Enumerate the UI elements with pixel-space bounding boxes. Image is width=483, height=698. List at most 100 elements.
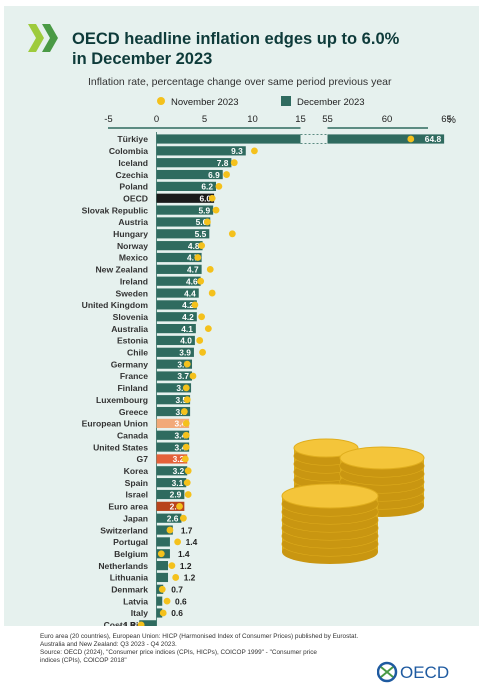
november-dot xyxy=(230,159,238,167)
chart-title-line2: in December 2023 xyxy=(72,50,212,68)
bar-december xyxy=(156,134,301,144)
november-dot xyxy=(251,147,258,155)
data-label: 6.2 xyxy=(201,182,213,192)
x-tick-label: 55 xyxy=(322,114,333,125)
november-dot xyxy=(183,360,191,368)
november-dot xyxy=(198,313,206,321)
bar-december xyxy=(156,359,193,369)
bar-december xyxy=(156,158,232,168)
bar-december xyxy=(156,276,201,286)
bar-december xyxy=(156,406,191,417)
category-label: France xyxy=(120,371,148,381)
category-label: Norway xyxy=(117,241,148,251)
category-label: Finland xyxy=(117,383,148,393)
data-label: 6.0 xyxy=(199,193,211,203)
data-label: 4.2 xyxy=(182,300,194,310)
bar-december xyxy=(156,193,215,203)
data-label: 3.4 xyxy=(174,442,186,452)
data-label: 3.2 xyxy=(173,454,185,464)
bar-december xyxy=(156,205,214,215)
data-label: 3.4 xyxy=(174,419,186,429)
data-label: 5.5 xyxy=(195,229,207,239)
november-dot xyxy=(204,325,212,332)
november-dot xyxy=(182,420,190,427)
data-label: 9.3 xyxy=(231,146,243,156)
november-dot xyxy=(182,384,190,392)
category-label: Latvia xyxy=(123,596,148,606)
x-tick-label: 5 xyxy=(202,114,207,125)
category-label: Slovenia xyxy=(113,312,149,322)
category-label: Japan xyxy=(123,513,148,523)
bar-december xyxy=(156,478,187,488)
category-label: New Zealand xyxy=(95,265,148,275)
infographic-card: OECD headline inflation edges up to 6.0%… xyxy=(4,6,479,632)
november-dot xyxy=(181,455,189,463)
november-dot xyxy=(158,585,166,593)
data-label: 7.8 xyxy=(217,158,229,168)
november-dot xyxy=(159,609,167,617)
legend-november-label: November 2023 xyxy=(171,97,239,108)
data-label: 3.7 xyxy=(177,359,189,369)
category-label: Euro area xyxy=(108,502,148,512)
data-label: 3.5 xyxy=(175,395,187,405)
data-label: 3.6 xyxy=(176,383,188,393)
category-label: Estonia xyxy=(117,336,148,346)
november-dot xyxy=(199,348,206,356)
category-label: Spain xyxy=(125,478,148,488)
data-label: 6.9 xyxy=(208,170,220,180)
november-dot xyxy=(228,230,236,238)
data-label: 4.6 xyxy=(186,276,198,286)
bar-december xyxy=(156,252,202,263)
coin-back-right-face xyxy=(339,446,425,470)
category-label: Luxembourg xyxy=(96,395,148,405)
data-label: 3.7 xyxy=(177,371,189,381)
x-tick-label: -5 xyxy=(104,114,112,125)
data-label: 2.9 xyxy=(170,502,182,512)
data-label: 4.0 xyxy=(180,336,192,346)
x-tick-label: 65 xyxy=(441,114,452,125)
november-dot xyxy=(203,218,211,226)
category-label: Czechia xyxy=(116,170,149,180)
november-dot xyxy=(196,337,204,344)
category-label: Canada xyxy=(117,430,148,440)
bar-december xyxy=(156,596,163,606)
bar-december xyxy=(156,324,196,334)
category-label: Denmark xyxy=(111,585,148,595)
data-label: 2.6 xyxy=(167,513,179,523)
data-label: 5.9 xyxy=(198,205,210,215)
category-label: G7 xyxy=(137,454,149,464)
x-tick-label: 0 xyxy=(154,114,159,125)
bar-december xyxy=(156,466,188,476)
category-label: Austria xyxy=(118,217,148,227)
data-label: 4.8 xyxy=(188,241,200,251)
category-label: Iceland xyxy=(118,158,148,168)
november-dot xyxy=(184,467,192,475)
bar-december xyxy=(156,418,190,428)
bar-december-continued xyxy=(327,134,445,144)
category-label: Türkiye xyxy=(117,134,148,144)
bar-december xyxy=(156,454,188,464)
category-label: Lithuania xyxy=(110,573,148,583)
x-axis-unit: % xyxy=(447,115,456,126)
bar-december xyxy=(156,288,199,298)
bar-december xyxy=(156,241,203,251)
bar-december xyxy=(156,442,190,452)
data-label: 4.1 xyxy=(181,324,193,334)
november-dot xyxy=(206,265,214,273)
bar-december xyxy=(156,430,190,440)
bar-december xyxy=(156,347,194,357)
category-label: Australia xyxy=(111,324,148,334)
category-label: Chile xyxy=(127,348,148,358)
oecd-logo-text: OECD xyxy=(400,663,449,682)
chart-subtitle: Inflation rate, percentage change over s… xyxy=(88,76,392,88)
chart-title-line1: OECD headline inflation edges up to 6.0% xyxy=(72,30,400,48)
november-dot xyxy=(182,431,190,439)
bar-december xyxy=(139,620,157,630)
november-dot xyxy=(194,254,202,261)
oecd-chevrons-logo-icon xyxy=(28,24,58,52)
coin-stack-icon xyxy=(281,438,425,564)
bar-december xyxy=(156,264,202,274)
category-label: Italy xyxy=(131,608,148,618)
november-dot xyxy=(182,443,190,451)
oecd-logo: OECD xyxy=(377,661,449,683)
